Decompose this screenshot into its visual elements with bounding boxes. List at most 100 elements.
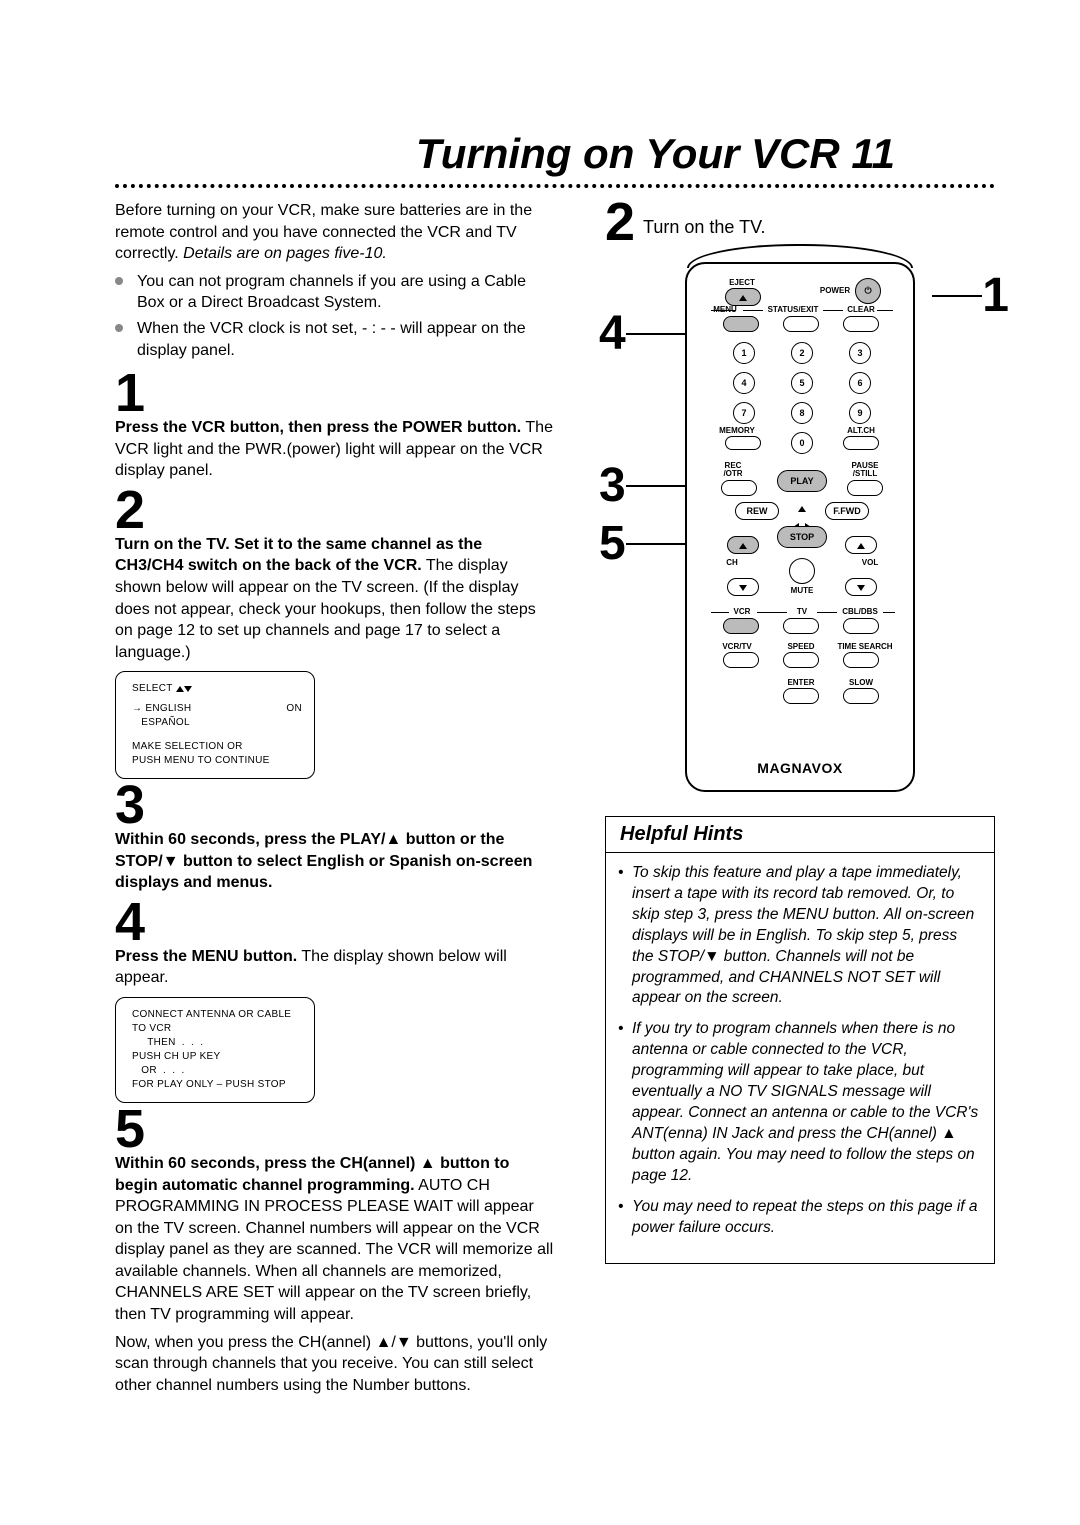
intro-italic: Details are on pages five-10. [183,245,387,262]
play-label: PLAY [778,476,826,486]
clear-label: CLEAR [843,305,879,314]
stop-label: STOP [778,532,826,542]
notes-list: You can not program channels if you are … [115,271,555,361]
note-item: When the VCR clock is not set, - : - - w… [137,318,555,361]
tv-step-line: 2 Turn on the TV. [605,200,995,246]
play-button[interactable]: PLAY [777,470,827,492]
left-column: Before turning on your VCR, make sure ba… [115,200,555,1402]
num-1-button[interactable]: 1 [733,342,755,364]
num-4-button[interactable]: 4 [733,372,755,394]
osd2-l6: FOR PLAY ONLY – PUSH STOP [132,1078,302,1092]
osd2-l1: CONNECT ANTENNA OR CABLE [132,1008,302,1022]
osd-english: → ENGLISH [132,702,191,716]
helpful-hints-box: Helpful Hints To skip this feature and p… [605,816,995,1264]
cbl-button[interactable] [843,618,879,634]
tv-button[interactable] [783,618,819,634]
pause-button[interactable] [847,480,883,496]
num-6-button[interactable]: 6 [849,372,871,394]
callout-1: 1 [932,272,1009,320]
clear-button[interactable] [843,316,879,332]
callout-num-5: 5 [599,520,626,568]
callout-4: 4 [599,310,686,358]
power-button[interactable]: ⏻ [855,278,881,304]
time-button[interactable] [843,652,879,668]
num-3-button[interactable]: 3 [849,342,871,364]
step-number-2: 2 [115,488,555,534]
rew-label: REW [736,506,778,516]
ch-label: CH [717,558,747,567]
step-5-rest: AUTO CH PROGRAMMING IN PROCESS PLEASE WA… [115,1177,553,1324]
osd2-l2: TO VCR [132,1022,302,1036]
enter-button[interactable] [783,688,819,704]
hints-title: Helpful Hints [606,817,994,853]
intro-text: Before turning on your VCR, make sure ba… [115,200,555,265]
callout-num-4: 4 [599,310,626,358]
eject-label: EJECT [717,278,767,287]
memory-button[interactable] [725,436,761,450]
num-5-button[interactable]: 5 [791,372,813,394]
page-title: Turning on Your VCR 11 [115,130,995,178]
memory-label: MEMORY [715,426,759,435]
brand-label: MAGNAVOX [687,760,913,776]
note-item: You can not program channels if you are … [137,271,555,314]
hint-item: If you try to program channels when ther… [632,1019,980,1186]
osd-footer1: MAKE SELECTION OR [132,740,302,754]
osd2-l4: PUSH CH UP KEY [132,1050,302,1064]
step-number-3: 3 [115,783,555,829]
step-number-1: 1 [115,371,555,417]
step-2-text: Turn on the TV. Set it to the same chann… [115,534,555,664]
hint-item: To skip this feature and play a tape imm… [632,863,980,1009]
speed-button[interactable] [783,652,819,668]
stop-button[interactable]: STOP [777,526,827,548]
status-button[interactable] [783,316,819,332]
vcrtv-button[interactable] [723,652,759,668]
dotted-divider [115,184,995,188]
tv-label: TV [787,607,817,616]
step-number-2-right: 2 [605,200,635,246]
rew-button[interactable]: REW [735,502,779,520]
step-4-bold: Press the MENU button. [115,948,297,965]
vcr-label: VCR [727,607,757,616]
speed-label: SPEED [779,642,823,651]
num-0-button[interactable]: 0 [791,432,813,454]
hint-item: You may need to repeat the steps on this… [632,1197,980,1239]
step-3-bold: Within 60 seconds, press the PLAY/▲ butt… [115,831,532,891]
menu-button[interactable] [723,316,759,332]
step-number-4: 4 [115,900,555,946]
ch-up-button[interactable] [727,536,759,554]
step-1-bold: Press the VCR button, then press the POW… [115,419,521,436]
vol-down-button[interactable] [845,578,877,596]
mute-button[interactable] [789,558,815,584]
num-8-button[interactable]: 8 [791,402,813,424]
remote-body: EJECT POWER ⏻ MENU STATUS/EXIT CLEAR 1 2… [685,262,915,792]
pause-label: PAUSE /STILL [845,462,885,478]
num-2-button[interactable]: 2 [791,342,813,364]
step-number-5: 5 [115,1107,555,1153]
osd-espanol: ESPAÑOL [132,716,302,730]
eject-button[interactable] [725,288,761,306]
slow-button[interactable] [843,688,879,704]
ffwd-button[interactable]: F.FWD [825,502,869,520]
turn-on-tv-text: Turn on the TV. [643,217,765,246]
ch-down-button[interactable] [727,578,759,596]
altch-button[interactable] [843,436,879,450]
vcrtv-label: VCR/TV [715,642,759,651]
vol-up-button[interactable] [845,536,877,554]
slow-label: SLOW [839,678,883,687]
osd-on: ON [286,702,302,716]
osd-footer2: PUSH MENU TO CONTINUE [132,754,302,768]
num-7-button[interactable]: 7 [733,402,755,424]
mute-label: MUTE [777,586,827,595]
menu-label: MENU [707,305,743,314]
num-9-button[interactable]: 9 [849,402,871,424]
osd-connect: CONNECT ANTENNA OR CABLE TO VCR THEN . .… [115,997,315,1103]
rec-label: REC /OTR [715,462,751,478]
vcr-button[interactable] [723,618,759,634]
osd2-l5: OR . . . [132,1064,302,1078]
enter-label: ENTER [779,678,823,687]
hints-list: To skip this feature and play a tape imm… [606,853,994,1263]
power-label: POWER [815,286,855,295]
step-4-text: Press the MENU button. The display shown… [115,946,555,989]
step-1-text: Press the VCR button, then press the POW… [115,417,555,482]
rec-button[interactable] [721,480,757,496]
